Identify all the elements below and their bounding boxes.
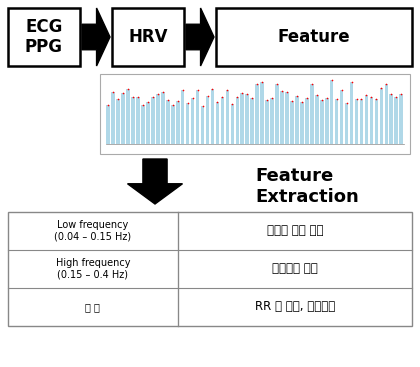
Text: RR 값 평균, 표준편차: RR 값 평균, 표준편차	[255, 301, 335, 313]
Bar	[280, 91, 284, 144]
Bar	[116, 99, 120, 144]
Bar	[111, 92, 115, 144]
Bar	[112, 8, 184, 66]
Bar	[106, 105, 110, 144]
Bar	[355, 99, 358, 144]
Bar	[186, 103, 189, 144]
Bar	[285, 92, 289, 144]
Bar	[231, 104, 234, 144]
Bar	[211, 89, 214, 144]
Bar	[220, 97, 224, 144]
Bar	[191, 98, 194, 144]
Bar	[245, 94, 249, 144]
Polygon shape	[186, 8, 214, 66]
Bar	[340, 90, 344, 144]
Bar	[310, 84, 314, 144]
Bar	[250, 98, 254, 144]
Bar	[360, 99, 363, 144]
Bar	[305, 98, 309, 144]
Text: 교감신경 항진: 교감신경 항진	[272, 262, 318, 276]
Bar	[161, 92, 165, 144]
Text: Feature
Extraction: Feature Extraction	[255, 167, 359, 206]
Bar	[270, 98, 274, 144]
Bar	[8, 212, 412, 326]
Bar	[335, 99, 339, 144]
Bar	[399, 94, 403, 144]
Bar	[380, 88, 383, 144]
Bar	[126, 89, 130, 144]
Bar	[370, 97, 373, 144]
Bar	[300, 102, 304, 144]
Bar	[131, 97, 135, 144]
Bar	[206, 95, 209, 144]
Bar	[345, 103, 348, 144]
Bar	[121, 93, 125, 144]
Text: ECG
PPG: ECG PPG	[25, 18, 63, 57]
Bar	[171, 105, 175, 144]
Text: HRV: HRV	[128, 28, 168, 46]
Bar	[295, 96, 299, 144]
Bar	[236, 97, 239, 144]
Bar	[389, 94, 393, 144]
Bar	[290, 101, 294, 144]
Polygon shape	[82, 8, 110, 66]
Text: Low frequency
(0.04 – 0.15 Hz): Low frequency (0.04 – 0.15 Hz)	[54, 220, 131, 242]
Bar	[241, 93, 244, 144]
Bar	[320, 100, 323, 144]
Bar	[315, 95, 319, 144]
Bar	[151, 97, 155, 144]
Bar	[265, 100, 269, 144]
Bar	[350, 81, 353, 144]
Bar	[375, 99, 378, 144]
Bar	[181, 90, 184, 144]
Bar	[260, 82, 264, 144]
Text: Feature: Feature	[278, 28, 350, 46]
Bar	[166, 99, 170, 144]
Text: 부교감 신경 항진: 부교감 신경 항진	[267, 225, 323, 237]
Bar	[196, 90, 199, 144]
Bar	[100, 74, 410, 154]
Bar	[146, 102, 150, 144]
Bar	[394, 97, 398, 144]
Bar	[216, 8, 412, 66]
Bar	[176, 101, 179, 144]
Bar	[136, 97, 140, 144]
Bar	[275, 84, 279, 144]
Bar	[156, 94, 160, 144]
Bar	[385, 84, 388, 144]
Bar	[330, 80, 333, 144]
Bar	[201, 106, 205, 144]
Polygon shape	[128, 159, 183, 204]
Text: High frequency
(0.15 – 0.4 Hz): High frequency (0.15 – 0.4 Hz)	[55, 258, 130, 280]
Bar	[365, 95, 368, 144]
Bar	[8, 8, 80, 66]
Text: 그 외: 그 외	[85, 302, 100, 312]
Bar	[215, 102, 219, 144]
Bar	[325, 98, 328, 144]
Bar	[255, 84, 259, 144]
Bar	[141, 105, 145, 144]
Bar	[226, 90, 229, 144]
